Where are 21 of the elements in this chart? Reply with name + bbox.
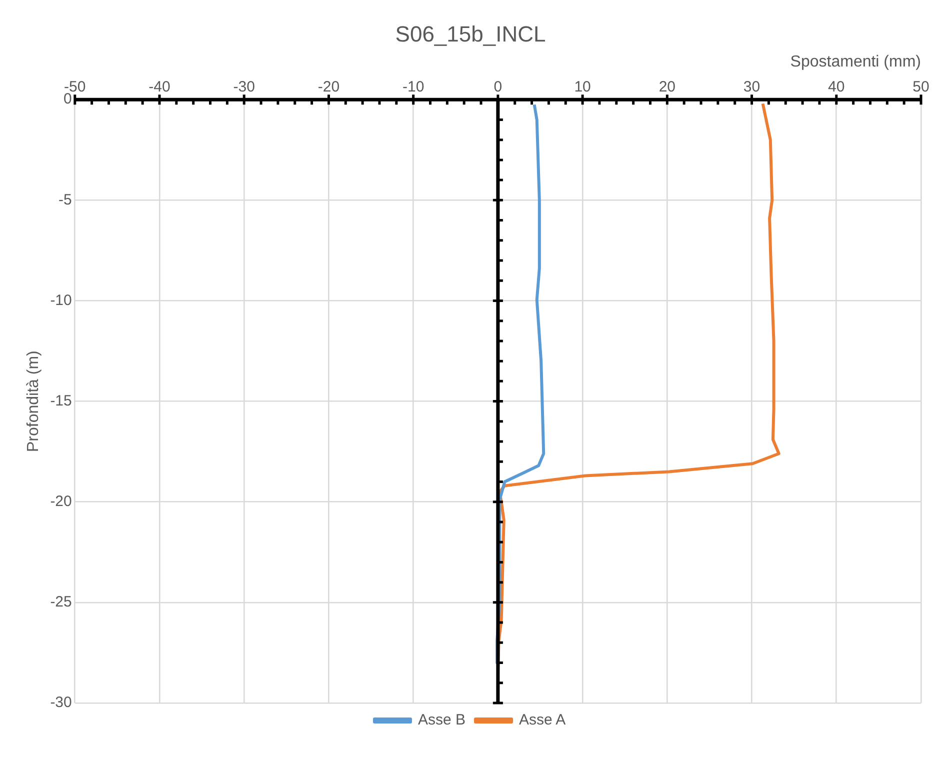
x-tick-label: 30	[743, 78, 760, 96]
y-tick-label: -15	[50, 392, 72, 410]
y-tick-label: -5	[58, 191, 72, 208]
x-tick-label: 10	[574, 78, 591, 96]
x-tick-label: -30	[233, 78, 255, 96]
y-axis-title: Profondità (m)	[25, 350, 42, 452]
y-tick-label: -25	[50, 594, 72, 611]
chart-title: S06_15b_INCL	[395, 21, 546, 46]
y-tick-label: -20	[50, 493, 72, 510]
x-tick-label: -10	[402, 78, 424, 96]
x-tick-label: -40	[148, 78, 170, 96]
x-tick-label: 20	[658, 78, 676, 96]
y-tick-label: -10	[50, 292, 72, 309]
x-tick-label: 0	[494, 78, 502, 96]
x-tick-label: -20	[318, 78, 340, 96]
legend-label: Asse A	[519, 712, 566, 729]
legend-label: Asse B	[418, 712, 466, 729]
x-tick-label: 40	[828, 78, 845, 96]
x-tick-label: 50	[912, 78, 930, 96]
x-axis-title: Spostamenti (mm)	[790, 53, 921, 70]
y-tick-label: -30	[50, 694, 72, 712]
